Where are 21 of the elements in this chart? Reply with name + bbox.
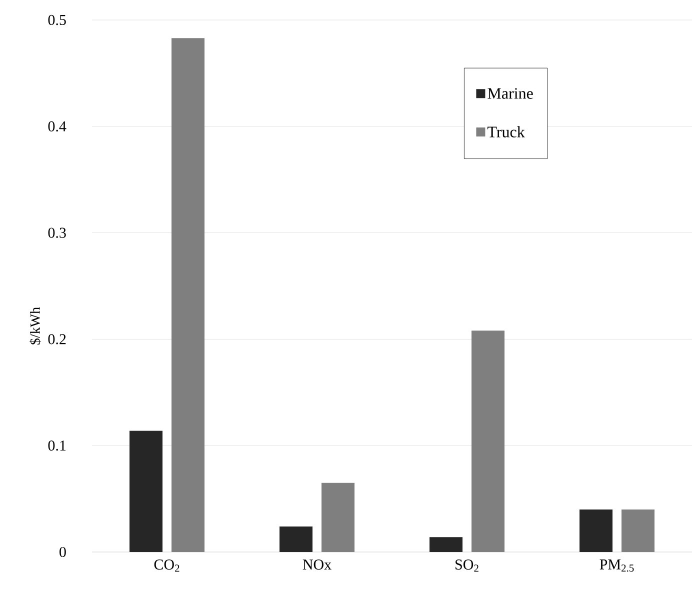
y-tick-label: 0.4	[48, 121, 66, 132]
y-tick-label: 0.5	[48, 14, 66, 26]
bar	[580, 509, 613, 552]
bar	[130, 430, 163, 552]
x-tick-label: PM$_{2.5}$	[600, 560, 634, 572]
bar	[172, 38, 205, 552]
legend-label: Marine	[488, 88, 533, 99]
bar	[280, 526, 313, 552]
x-tick-label: SO$_{2}$	[456, 560, 478, 572]
bar	[322, 482, 355, 552]
y-tick-label: 0.3	[48, 228, 66, 238]
bar	[430, 537, 463, 552]
y-tick-label: 0.2	[48, 334, 66, 344]
bar	[622, 509, 655, 552]
bar	[472, 330, 505, 552]
legend-label: Truck	[487, 126, 525, 138]
x-tick-label: CO$_{2}$	[154, 560, 180, 572]
y-tick-label: 0	[60, 546, 66, 558]
y-tick-label: 0.1	[48, 440, 66, 451]
y-axis-title: $/kWh	[30, 307, 41, 344]
x-tick-label: NOx	[302, 560, 332, 570]
